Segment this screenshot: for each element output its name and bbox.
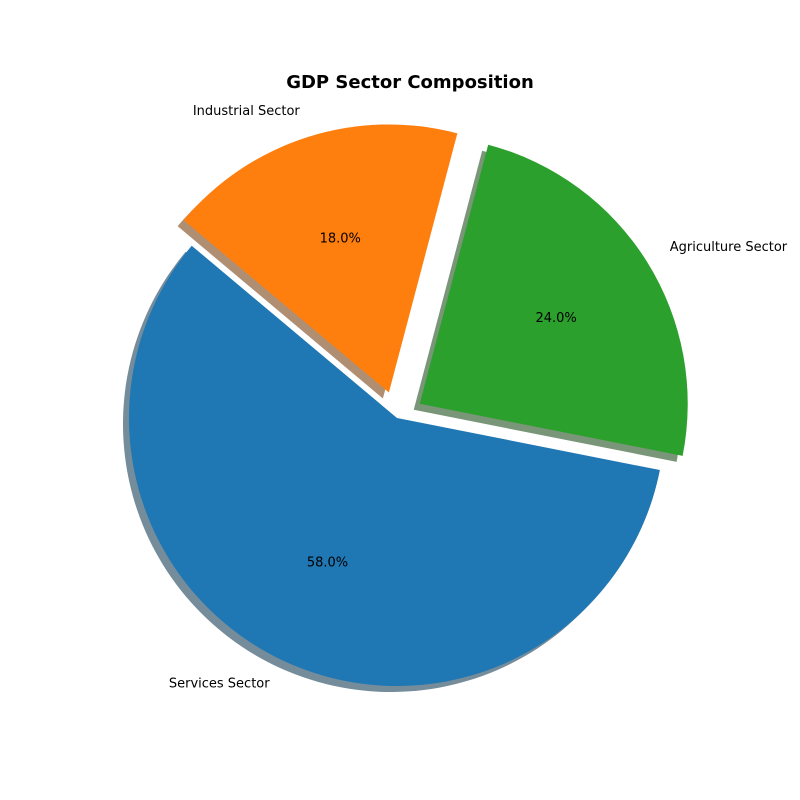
agriculture-sector-percent-label: 24.0% <box>535 311 576 326</box>
slice-layer <box>129 124 688 687</box>
agriculture-sector-slice <box>419 144 688 456</box>
services-sector-label: Services Sector <box>169 676 270 691</box>
chart-title: GDP Sector Composition <box>286 72 534 93</box>
agriculture-sector-label: Agriculture Sector <box>670 240 788 255</box>
industrial-sector-percent-label: 18.0% <box>320 232 361 247</box>
label-layer: Services Sector 58.0% Agriculture Sector 24… <box>169 104 788 691</box>
services-sector-percent-label: 58.0% <box>307 556 348 571</box>
industrial-sector-label: Industrial Sector <box>193 104 301 119</box>
services-sector-slice <box>129 245 660 687</box>
industrial-sector-slice <box>183 124 458 393</box>
